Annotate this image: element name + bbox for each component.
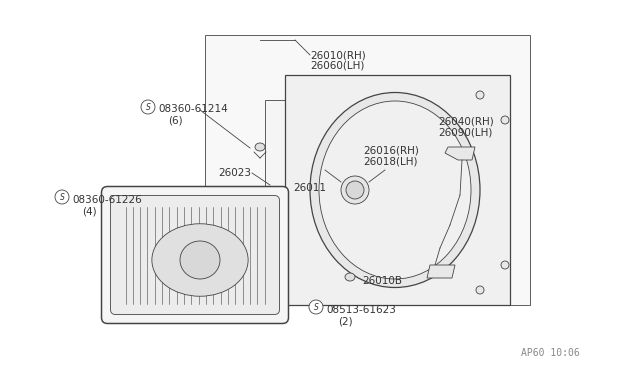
Text: 08360-61214: 08360-61214: [158, 104, 228, 114]
Polygon shape: [445, 147, 475, 160]
Text: 26060(LH): 26060(LH): [310, 60, 364, 70]
Ellipse shape: [476, 91, 484, 99]
Text: 26010B: 26010B: [362, 276, 402, 286]
Ellipse shape: [345, 273, 355, 281]
Ellipse shape: [208, 236, 218, 244]
Ellipse shape: [341, 176, 369, 204]
Text: S: S: [145, 103, 150, 112]
Text: 26090(LH): 26090(LH): [438, 127, 492, 137]
Polygon shape: [285, 75, 510, 305]
Text: 26040(RH): 26040(RH): [438, 116, 493, 126]
FancyBboxPatch shape: [111, 196, 280, 314]
Circle shape: [309, 300, 323, 314]
Text: S: S: [60, 192, 65, 202]
Text: 26016(RH): 26016(RH): [363, 145, 419, 155]
Ellipse shape: [476, 286, 484, 294]
Text: 26018(LH): 26018(LH): [363, 156, 417, 166]
Circle shape: [141, 100, 155, 114]
Text: 26023: 26023: [218, 168, 251, 178]
Text: 26010(RH): 26010(RH): [310, 50, 365, 60]
Polygon shape: [427, 265, 455, 278]
Text: (2): (2): [338, 316, 353, 326]
Text: 26011: 26011: [293, 183, 326, 193]
Ellipse shape: [346, 181, 364, 199]
Ellipse shape: [310, 93, 480, 288]
Ellipse shape: [180, 241, 220, 279]
Ellipse shape: [501, 261, 509, 269]
Text: AP60 10:06: AP60 10:06: [521, 348, 580, 358]
Text: 08360-61226: 08360-61226: [72, 195, 141, 205]
Ellipse shape: [255, 143, 265, 151]
Ellipse shape: [152, 224, 248, 296]
Polygon shape: [205, 35, 530, 305]
Text: S: S: [314, 302, 319, 311]
Text: 08513-61623: 08513-61623: [326, 305, 396, 315]
Polygon shape: [265, 100, 390, 295]
Circle shape: [55, 190, 69, 204]
Text: (6): (6): [168, 115, 182, 125]
Ellipse shape: [319, 101, 471, 279]
Ellipse shape: [501, 116, 509, 124]
FancyBboxPatch shape: [102, 186, 289, 324]
Text: (4): (4): [82, 206, 97, 216]
